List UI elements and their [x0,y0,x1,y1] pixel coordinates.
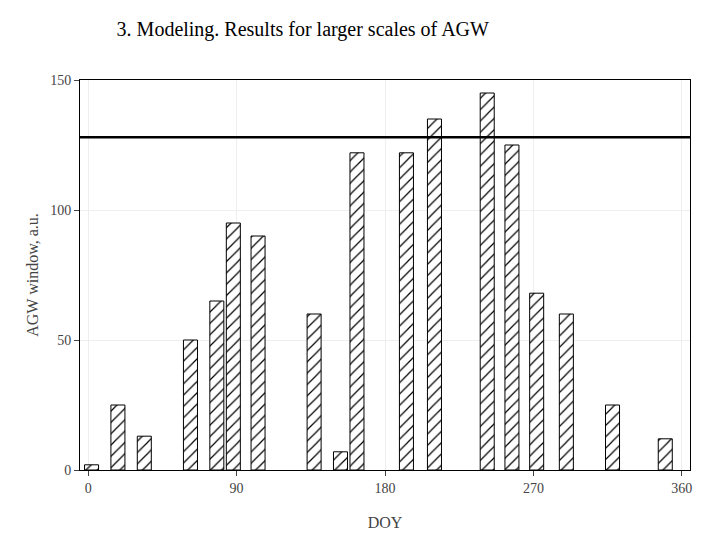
svg-text:0: 0 [64,463,71,478]
svg-text:0: 0 [85,481,92,496]
svg-text:100: 100 [50,203,71,218]
svg-text:90: 90 [230,481,244,496]
svg-text:270: 270 [523,481,544,496]
svg-text:3. Modeling. Results for large: 3. Modeling. Results for larger scales o… [117,18,489,41]
svg-text:DOY: DOY [368,514,403,531]
svg-text:AGW window, a.u.: AGW window, a.u. [24,213,41,337]
svg-text:180: 180 [375,481,396,496]
svg-text:150: 150 [50,73,71,88]
svg-text:50: 50 [57,333,71,348]
svg-text:360: 360 [671,481,692,496]
